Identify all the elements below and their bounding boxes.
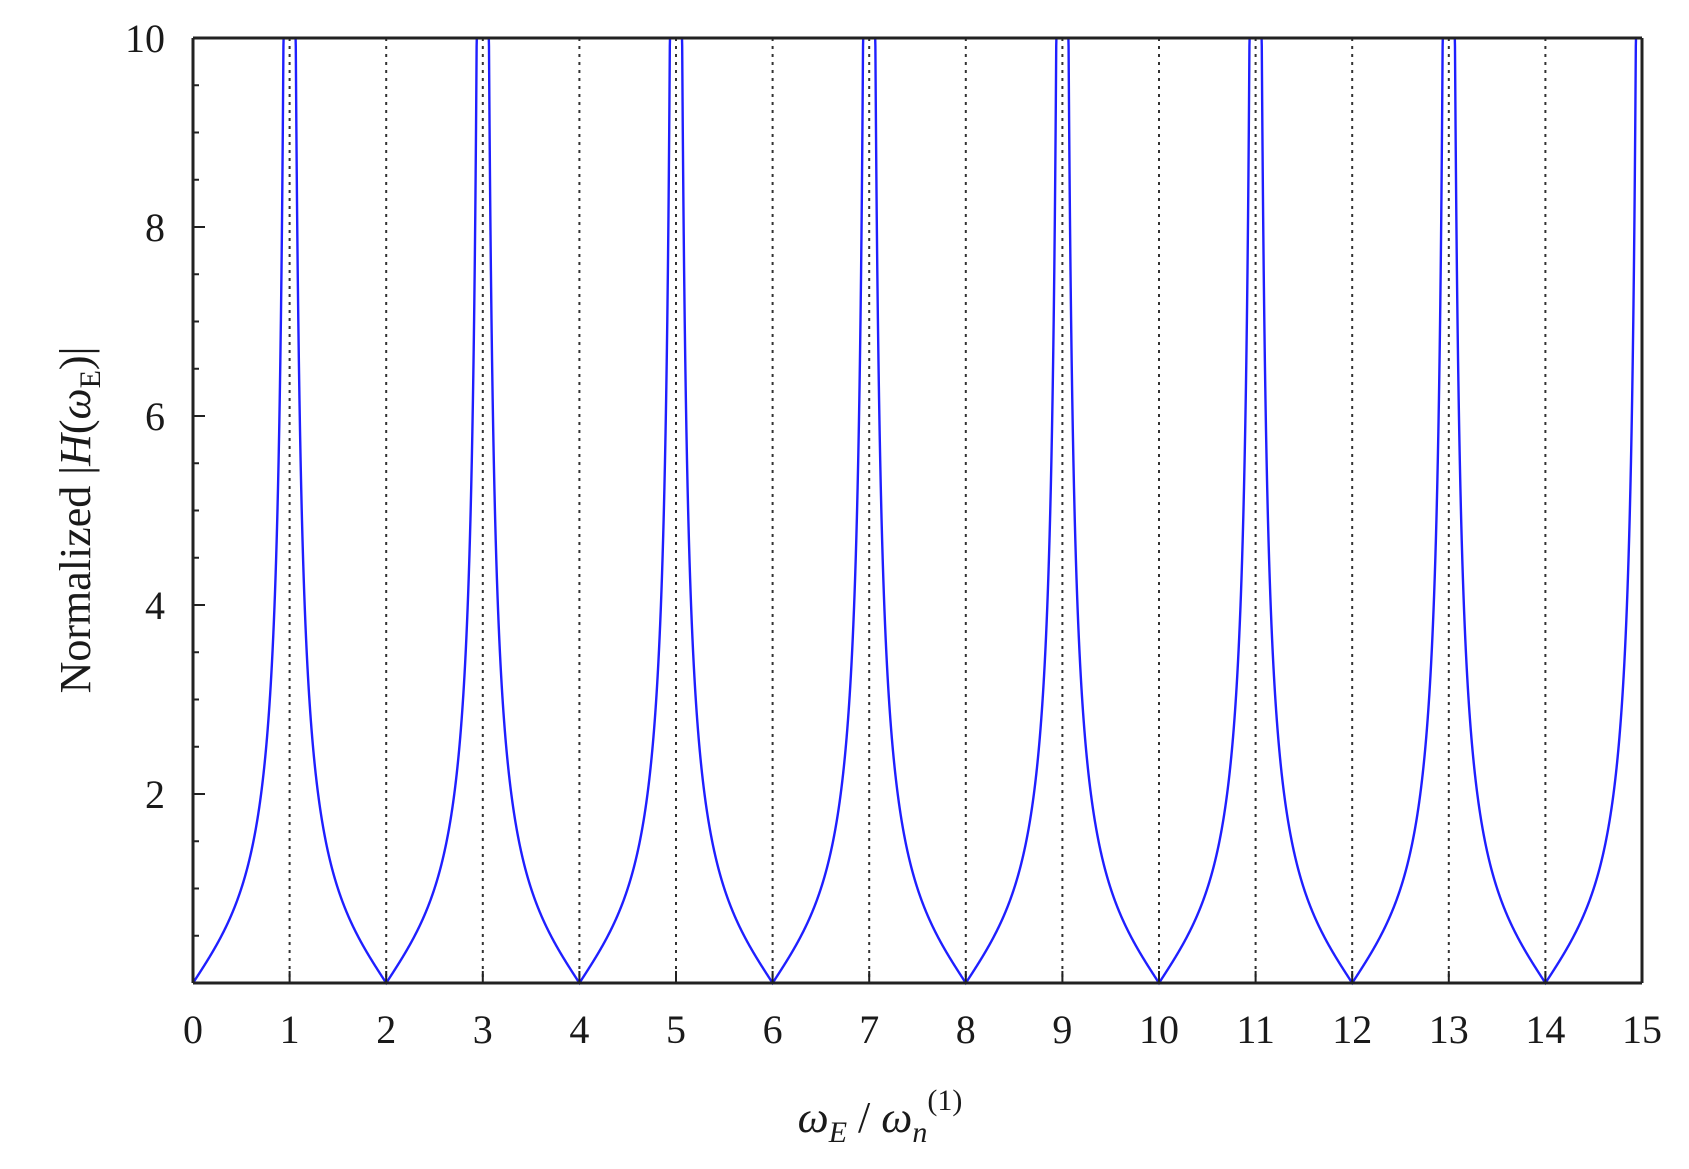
x-tick-label: 2 (376, 1007, 396, 1052)
x-tick-label: 4 (569, 1007, 589, 1052)
x-tick-label: 11 (1236, 1007, 1275, 1052)
y-tick-label: 10 (125, 16, 165, 61)
x-axis-title: ωE / ωn(1) (798, 1084, 963, 1149)
x-tick-label: 7 (859, 1007, 879, 1052)
x-tick-label: 6 (763, 1007, 783, 1052)
x-tick-label: 3 (473, 1007, 493, 1052)
x-tick-label: 13 (1429, 1007, 1469, 1052)
y-tick-label: 8 (145, 205, 165, 250)
x-tick-label: 12 (1332, 1007, 1372, 1052)
y-tick-label: 4 (145, 583, 165, 628)
x-tick-label: 1 (280, 1007, 300, 1052)
axes-layer (191, 36, 1644, 985)
ticks-layer (192, 84, 1643, 983)
y-tick-label: 2 (145, 772, 165, 817)
series-layer (191, 36, 1642, 986)
series-line (191, 36, 1642, 986)
y-axis-title: Normalized |H(ωE)| (51, 347, 107, 694)
grid-layer (288, 38, 1547, 983)
x-tick-label: 15 (1622, 1007, 1662, 1052)
x-tick-label: 14 (1525, 1007, 1565, 1052)
y-tick-label: 6 (145, 394, 165, 439)
x-tick-label: 9 (1052, 1007, 1072, 1052)
x-tick-label: 10 (1139, 1007, 1179, 1052)
x-tick-label: 0 (183, 1007, 203, 1052)
x-tick-label: 8 (956, 1007, 976, 1052)
x-tick-label: 5 (666, 1007, 686, 1052)
